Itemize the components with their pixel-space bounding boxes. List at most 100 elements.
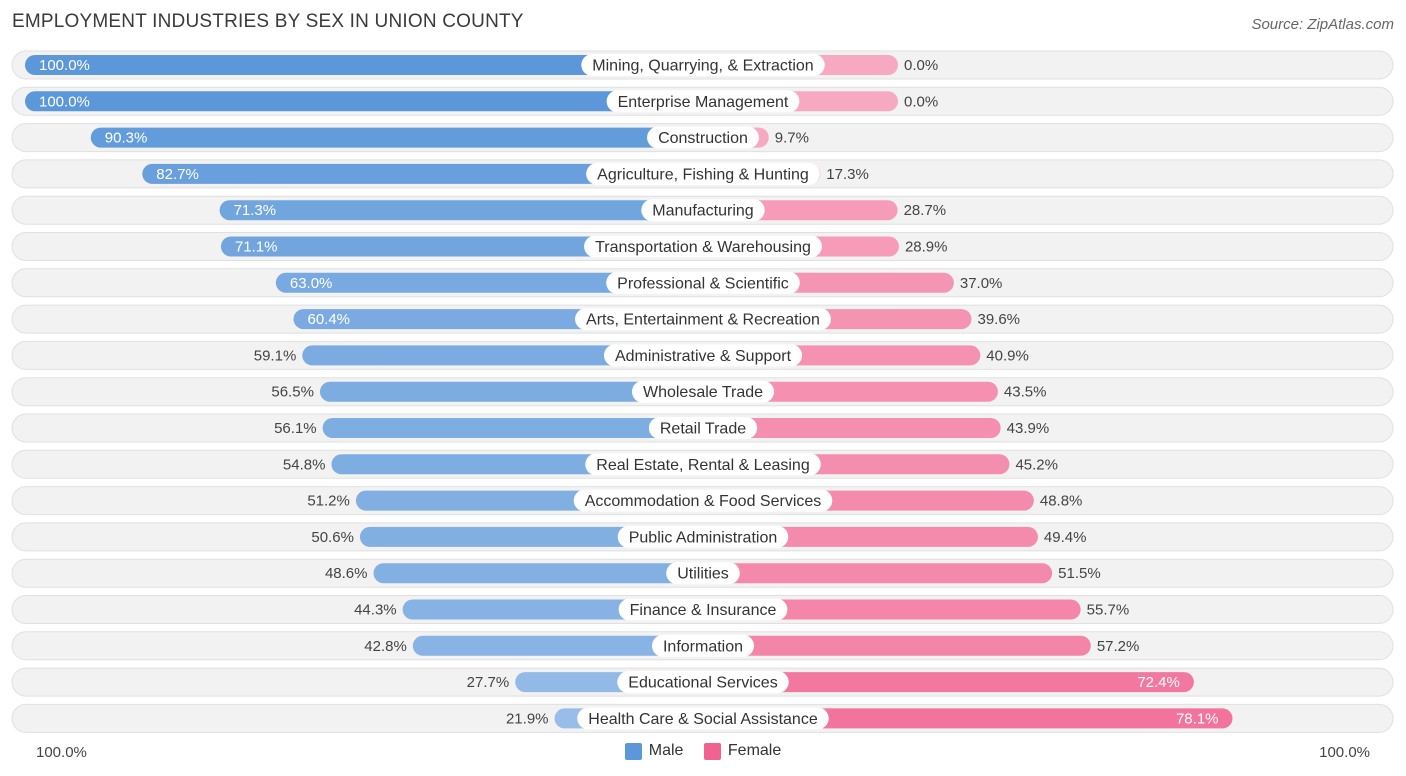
- chart-row: Retail Trade 56.1% 43.9%: [11, 413, 1394, 443]
- chart-title: EMPLOYMENT INDUSTRIES BY SEX IN UNION CO…: [12, 11, 524, 32]
- male-bar: [25, 55, 703, 75]
- female-value-label: 39.6%: [977, 311, 1020, 328]
- female-value-label: 17.3%: [826, 166, 869, 183]
- chart-row: Public Administration 50.6% 49.4%: [11, 522, 1394, 552]
- category-label-bg: [666, 562, 740, 585]
- male-value-label: 90.3%: [105, 130, 148, 147]
- male-value-label: 100.0%: [39, 57, 90, 74]
- female-value-label: 45.2%: [1015, 456, 1058, 473]
- female-value-label: 72.4%: [1137, 674, 1180, 691]
- female-value-label: 0.0%: [904, 93, 938, 110]
- category-label: Transportation & Warehousing: [595, 239, 811, 256]
- category-label: Professional & Scientific: [617, 275, 789, 292]
- category-label: Construction: [658, 130, 748, 147]
- male-bar: [220, 236, 703, 257]
- male-value-label: 48.6%: [325, 565, 368, 582]
- category-label-bg: [575, 308, 831, 331]
- chart-row: Manufacturing 71.3% 28.7%: [11, 195, 1394, 225]
- male-value-label: 60.4%: [307, 311, 350, 328]
- category-label: Finance & Insurance: [630, 602, 777, 619]
- chart-row: Enterprise Management 100.0% 0.0%: [11, 86, 1394, 116]
- category-label-bg: [647, 126, 759, 149]
- chart-row: Arts, Entertainment & Recreation 60.4% 39.…: [11, 304, 1394, 334]
- male-value-label: 71.1%: [235, 239, 278, 256]
- female-value-label: 48.8%: [1040, 493, 1083, 510]
- source-label: Source: ZipAtlas.com: [1251, 16, 1394, 33]
- category-label-bg: [631, 380, 775, 403]
- male-value-label: 27.7%: [467, 674, 510, 691]
- chart-row: Mining, Quarrying, & Extraction 100.0% 0.0…: [11, 50, 1394, 80]
- male-bar: [25, 91, 703, 112]
- bar-chart: Mining, Quarrying, & Extraction 100.0% 0.0…: [11, 50, 1394, 733]
- category-label: Enterprise Management: [618, 94, 789, 111]
- male-bar: [322, 418, 703, 438]
- female-bar: [703, 563, 1053, 584]
- category-label: Accommodation & Food Services: [585, 493, 822, 510]
- category-label-bg: [606, 90, 800, 113]
- category-label: Health Care & Social Assistance: [588, 711, 818, 728]
- axis-label-left: 100.0%: [36, 744, 87, 761]
- male-value-label: 50.6%: [311, 529, 354, 546]
- category-label-bg: [603, 344, 803, 367]
- male-value-label: 71.3%: [234, 202, 277, 219]
- category-label-bg: [606, 271, 800, 294]
- category-label-bg: [641, 199, 765, 222]
- female-value-label: 49.4%: [1044, 529, 1087, 546]
- category-label-bg: [584, 235, 822, 258]
- male-bar: [302, 345, 703, 366]
- female-bar: [703, 672, 1194, 693]
- category-label-bg: [617, 525, 789, 548]
- male-bar: [319, 381, 703, 402]
- chart-row: Agriculture, Fishing & Hunting 82.7% 17.3%: [11, 159, 1394, 189]
- category-label-bg: [577, 707, 829, 730]
- legend-item-male: Male: [624, 742, 683, 760]
- axis-label-right: 100.0%: [1319, 744, 1370, 761]
- legend-label-female: Female: [727, 742, 782, 759]
- male-bar: [90, 127, 704, 148]
- legend-item-female: Female: [703, 742, 782, 760]
- category-label: Mining, Quarrying, & Extraction: [592, 58, 813, 75]
- female-value-label: 51.5%: [1058, 565, 1101, 582]
- male-value-label: 56.5%: [271, 384, 314, 401]
- legend-swatch-male: [624, 742, 642, 760]
- category-label-bg: [586, 162, 820, 185]
- chart-row: Information 42.8% 57.2%: [11, 631, 1394, 661]
- female-value-label: 43.5%: [1004, 384, 1047, 401]
- female-value-label: 0.0%: [904, 57, 938, 74]
- female-value-label: 28.7%: [904, 202, 947, 219]
- chart-row: Wholesale Trade 56.5% 43.5%: [11, 377, 1394, 407]
- male-bar: [142, 163, 703, 184]
- category-label-bg: [651, 634, 755, 657]
- male-value-label: 54.8%: [283, 456, 326, 473]
- legend-swatch-female: [703, 742, 721, 760]
- female-bar: [703, 599, 1081, 620]
- male-value-label: 51.2%: [307, 493, 350, 510]
- male-bar: [359, 526, 703, 547]
- male-value-label: 44.3%: [354, 602, 397, 619]
- chart-row: Utilities 48.6% 51.5%: [11, 558, 1394, 588]
- male-bar: [373, 563, 703, 584]
- chart-row: Professional & Scientific 63.0% 37.0%: [11, 268, 1394, 298]
- female-value-label: 37.0%: [960, 275, 1003, 292]
- male-value-label: 59.1%: [254, 347, 297, 364]
- category-label: Administrative & Support: [615, 348, 792, 365]
- chart-row: Finance & Insurance 44.3% 55.7%: [11, 595, 1394, 624]
- chart-row: Transportation & Warehousing 71.1% 28.9%: [11, 232, 1394, 261]
- category-label: Arts, Entertainment & Recreation: [586, 312, 820, 329]
- female-bar: [703, 635, 1091, 656]
- legend: Male Female: [0, 742, 1406, 765]
- category-label-bg: [585, 453, 821, 476]
- category-label: Educational Services: [628, 675, 777, 692]
- category-label-bg: [573, 489, 833, 512]
- category-label: Information: [663, 638, 743, 655]
- male-value-label: 63.0%: [290, 275, 333, 292]
- male-bar: [219, 200, 703, 221]
- category-label: Utilities: [677, 566, 729, 583]
- category-label: Real Estate, Rental & Leasing: [596, 457, 809, 474]
- chart-row: Administrative & Support 59.1% 40.9%: [11, 340, 1394, 370]
- chart-row: Accommodation & Food Services 51.2% 48.8%: [11, 486, 1394, 516]
- category-label: Manufacturing: [652, 203, 753, 220]
- female-bar: [703, 708, 1233, 729]
- male-value-label: 82.7%: [156, 166, 199, 183]
- female-value-label: 40.9%: [986, 347, 1029, 364]
